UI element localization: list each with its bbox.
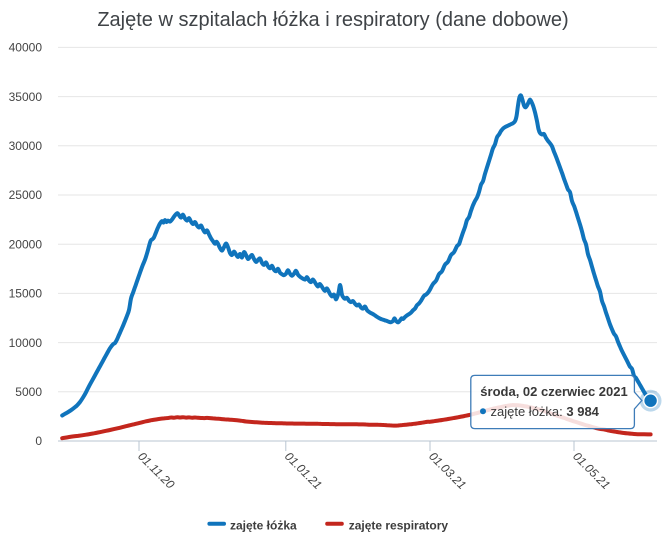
svg-text:środa, 02 czerwiec 2021: środa, 02 czerwiec 2021 (480, 384, 627, 399)
svg-text:25000: 25000 (9, 188, 43, 202)
svg-text:Zajęte w szpitalach łóżka i re: Zajęte w szpitalach łóżka i respiratory … (97, 9, 568, 31)
svg-text:zajęte łóżka: zajęte łóżka (230, 519, 297, 533)
svg-text:zajęte respiratory: zajęte respiratory (349, 519, 449, 533)
svg-text:40000: 40000 (9, 41, 43, 55)
svg-text:20000: 20000 (9, 237, 43, 251)
svg-text:zajęte łóżka: 3 984: zajęte łóżka: 3 984 (491, 404, 600, 419)
svg-text:10000: 10000 (9, 336, 43, 350)
svg-text:0: 0 (35, 434, 42, 448)
svg-text:15000: 15000 (9, 287, 43, 301)
svg-text:35000: 35000 (9, 90, 43, 104)
svg-text:30000: 30000 (9, 139, 43, 153)
svg-text:5000: 5000 (15, 385, 42, 399)
